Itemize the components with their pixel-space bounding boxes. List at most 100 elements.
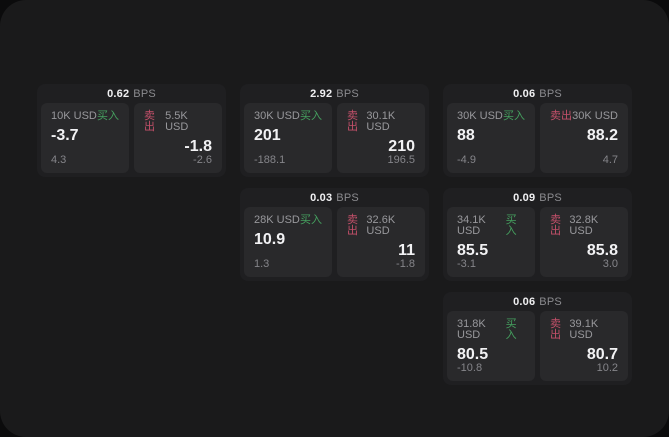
buy-price: 88 bbox=[457, 127, 475, 144]
sell-tag: 卖出 bbox=[550, 318, 561, 341]
bps-unit-label: BPS bbox=[336, 191, 359, 204]
bps-header: 2.92 BPS bbox=[244, 84, 425, 103]
sell-panel[interactable]: 卖出 32.6K USD 11 -1.8 bbox=[337, 207, 425, 277]
sell-price: 88.2 bbox=[586, 127, 618, 144]
bps-value: 2.92 bbox=[310, 87, 333, 100]
quote-card: 0.62 BPS 10K USD 买入 -3.7 4.3 卖出 5.5K USD bbox=[37, 84, 226, 177]
buy-top-row: 34.1K USD 买入 bbox=[457, 215, 525, 237]
buy-price: 80.5 bbox=[457, 346, 489, 363]
sell-panel[interactable]: 卖出 32.8K USD 85.8 3.0 bbox=[540, 207, 628, 277]
buy-panel[interactable]: 34.1K USD 买入 85.5 -3.1 bbox=[447, 207, 535, 277]
buy-tag: 买入 bbox=[97, 110, 119, 122]
buy-top-row: 30K USD 买入 bbox=[254, 111, 322, 122]
bps-value: 0.62 bbox=[107, 87, 130, 100]
buy-price: 85.5 bbox=[457, 242, 489, 259]
bps-unit-label: BPS bbox=[133, 87, 156, 100]
buy-tag: 买入 bbox=[505, 318, 517, 341]
sell-price: 85.8 bbox=[586, 242, 618, 259]
buy-change: -4.9 bbox=[457, 154, 476, 166]
quote-panels: 31.8K USD 买入 80.5 -10.8 卖出 39.1K USD 80.… bbox=[447, 311, 628, 381]
buy-panel[interactable]: 31.8K USD 买入 80.5 -10.8 bbox=[447, 311, 535, 381]
buy-tag: 买入 bbox=[505, 214, 517, 237]
buy-amount: 30K USD bbox=[254, 110, 300, 122]
buy-amount: 34.1K USD bbox=[457, 214, 486, 237]
buy-price: 201 bbox=[254, 127, 281, 144]
buy-change: -10.8 bbox=[457, 362, 483, 374]
sell-top-row: 卖出 30.1K USD bbox=[347, 111, 415, 133]
quote-panels: 28K USD 买入 10.9 1.3 卖出 32.6K USD 11 -1.8 bbox=[244, 207, 425, 277]
sell-price: 11 bbox=[398, 242, 415, 259]
buy-top-row: 28K USD 买入 bbox=[254, 215, 322, 226]
bps-value: 0.06 bbox=[513, 295, 536, 308]
buy-tag: 买入 bbox=[300, 214, 322, 226]
sell-panel[interactable]: 卖出 30K USD 88.2 4.7 bbox=[540, 103, 628, 173]
bps-header: 0.06 BPS bbox=[447, 84, 628, 103]
buy-amount: 10K USD bbox=[51, 110, 97, 122]
sell-change: -1.8 bbox=[396, 258, 415, 270]
buy-tag: 买入 bbox=[300, 110, 322, 122]
sell-change: 196.5 bbox=[387, 154, 415, 166]
buy-price: 10.9 bbox=[254, 231, 286, 248]
buy-top-row: 30K USD 买入 bbox=[457, 111, 525, 122]
quote-panels: 30K USD 买入 201 -188.1 卖出 30.1K USD 210 1… bbox=[244, 103, 425, 173]
sell-amount: 5.5K USD bbox=[165, 110, 189, 133]
bps-header: 0.62 BPS bbox=[41, 84, 222, 103]
quote-panels: 34.1K USD 买入 85.5 -3.1 卖出 32.8K USD 85.8… bbox=[447, 207, 628, 277]
sell-change: 4.7 bbox=[602, 154, 618, 166]
bps-header: 0.03 BPS bbox=[244, 188, 425, 207]
bps-value: 0.09 bbox=[513, 191, 536, 204]
buy-change: -188.1 bbox=[254, 154, 286, 166]
bps-value: 0.06 bbox=[513, 87, 536, 100]
quote-card: 0.06 BPS 30K USD 买入 88 -4.9 卖出 30K USD bbox=[443, 84, 632, 177]
buy-price: -3.7 bbox=[51, 127, 79, 144]
quote-card: 0.09 BPS 34.1K USD 买入 85.5 -3.1 卖出 32.8K… bbox=[443, 188, 632, 281]
buy-amount: 28K USD bbox=[254, 214, 300, 226]
sell-top-row: 卖出 39.1K USD bbox=[550, 319, 618, 341]
sell-price: 210 bbox=[388, 138, 415, 155]
bps-unit-label: BPS bbox=[336, 87, 359, 100]
sell-panel[interactable]: 卖出 5.5K USD -1.8 -2.6 bbox=[134, 103, 222, 173]
buy-panel[interactable]: 30K USD 买入 88 -4.9 bbox=[447, 103, 535, 173]
buy-panel[interactable]: 28K USD 买入 10.9 1.3 bbox=[244, 207, 332, 277]
sell-top-row: 卖出 32.6K USD bbox=[347, 215, 415, 237]
quote-grid: 0.62 BPS 10K USD 买入 -3.7 4.3 卖出 5.5K USD bbox=[37, 84, 632, 385]
bps-unit-label: BPS bbox=[539, 87, 562, 100]
buy-panel[interactable]: 30K USD 买入 201 -188.1 bbox=[244, 103, 332, 173]
bps-header: 0.09 BPS bbox=[447, 188, 628, 207]
quote-card: 2.92 BPS 30K USD 买入 201 -188.1 卖出 30.1K … bbox=[240, 84, 429, 177]
buy-amount: 30K USD bbox=[457, 110, 503, 122]
sell-panel[interactable]: 卖出 30.1K USD 210 196.5 bbox=[337, 103, 425, 173]
sell-tag: 卖出 bbox=[550, 214, 561, 237]
quote-card: 0.06 BPS 31.8K USD 买入 80.5 -10.8 卖出 39.1… bbox=[443, 292, 632, 385]
sell-change: -2.6 bbox=[193, 154, 212, 166]
sell-tag: 卖出 bbox=[347, 214, 358, 237]
buy-change: -3.1 bbox=[457, 258, 476, 270]
sell-price: 80.7 bbox=[586, 346, 618, 363]
sell-tag: 卖出 bbox=[550, 110, 572, 122]
quote-card: 0.03 BPS 28K USD 买入 10.9 1.3 卖出 32.6K US… bbox=[240, 188, 429, 281]
sell-tag: 卖出 bbox=[347, 110, 358, 133]
sell-change: 10.2 bbox=[596, 362, 618, 374]
buy-panel[interactable]: 10K USD 买入 -3.7 4.3 bbox=[41, 103, 129, 173]
buy-top-row: 10K USD 买入 bbox=[51, 111, 119, 122]
bps-header: 0.06 BPS bbox=[447, 292, 628, 311]
sell-amount: 32.8K USD bbox=[569, 214, 599, 237]
buy-top-row: 31.8K USD 买入 bbox=[457, 319, 525, 341]
sell-tag: 卖出 bbox=[144, 110, 155, 133]
sell-change: 3.0 bbox=[602, 258, 618, 270]
quote-panels: 10K USD 买入 -3.7 4.3 卖出 5.5K USD -1.8 -2.… bbox=[41, 103, 222, 173]
buy-change: 4.3 bbox=[51, 154, 67, 166]
sell-panel[interactable]: 卖出 39.1K USD 80.7 10.2 bbox=[540, 311, 628, 381]
bps-value: 0.03 bbox=[310, 191, 333, 204]
sell-price: -1.8 bbox=[184, 138, 212, 155]
bps-unit-label: BPS bbox=[539, 295, 562, 308]
buy-amount: 31.8K USD bbox=[457, 318, 486, 341]
sell-amount: 39.1K USD bbox=[569, 318, 599, 341]
buy-tag: 买入 bbox=[503, 110, 525, 122]
sell-top-row: 卖出 30K USD bbox=[550, 111, 618, 122]
sell-top-row: 卖出 5.5K USD bbox=[144, 111, 212, 133]
quote-panels: 30K USD 买入 88 -4.9 卖出 30K USD 88.2 4.7 bbox=[447, 103, 628, 173]
bps-unit-label: BPS bbox=[539, 191, 562, 204]
sell-top-row: 卖出 32.8K USD bbox=[550, 215, 618, 237]
